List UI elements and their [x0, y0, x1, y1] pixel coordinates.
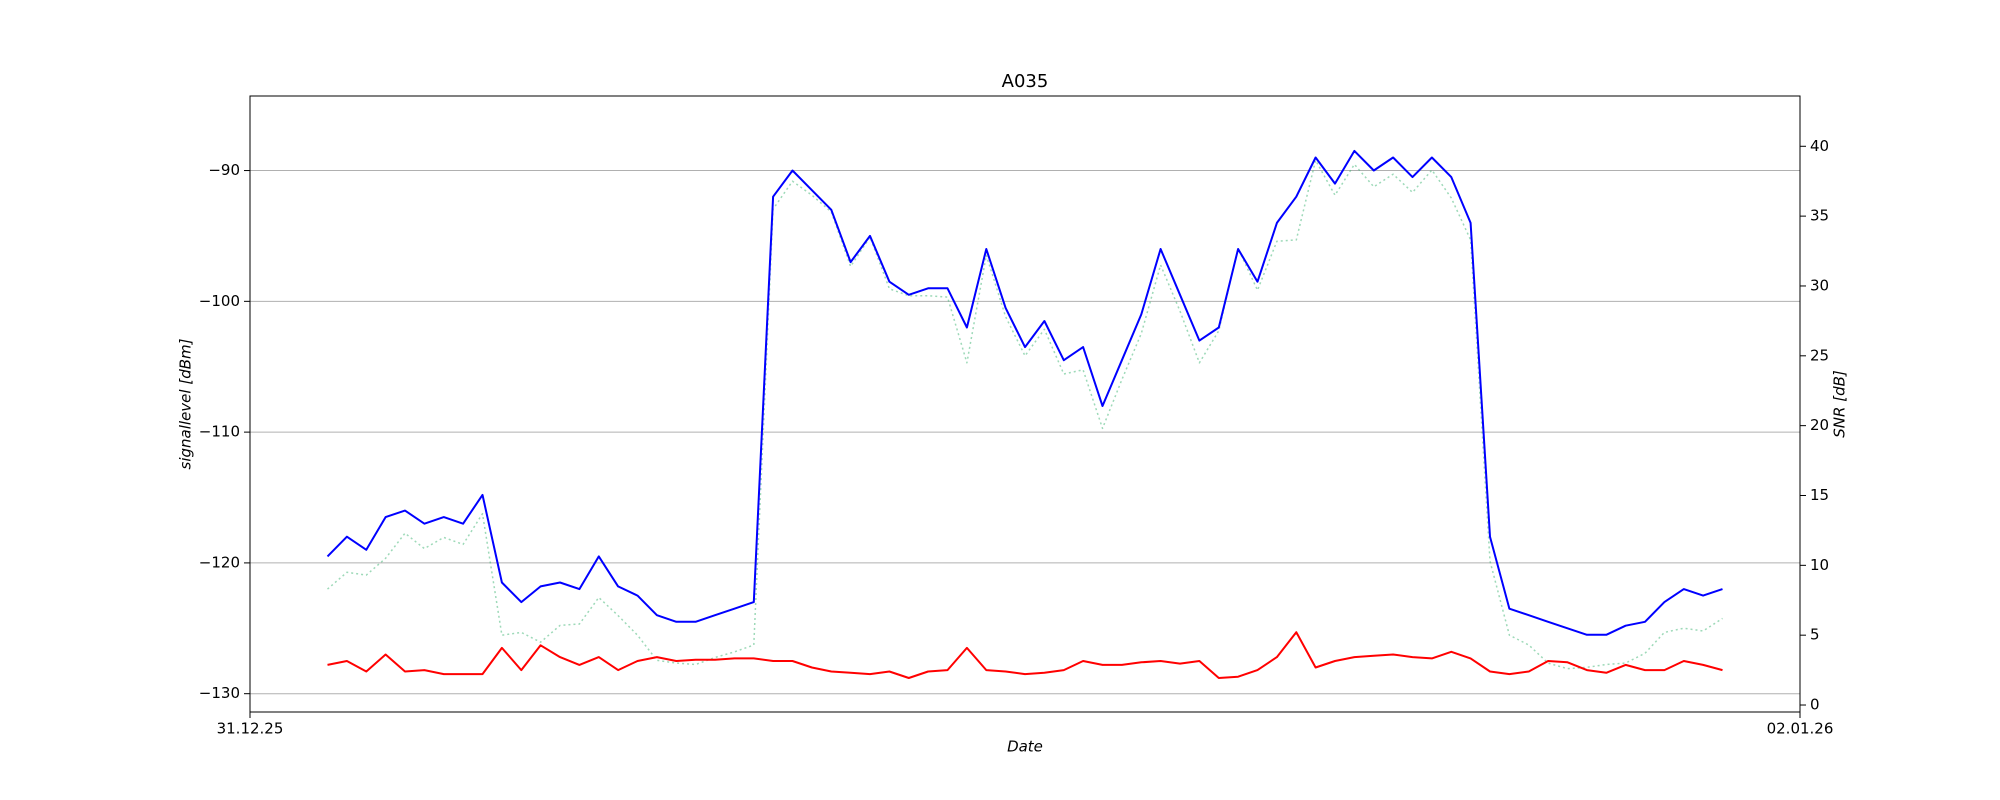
x-axis-label: Date [1007, 738, 1043, 756]
y-tick-label: −100 [199, 292, 240, 310]
y2-tick-label: 5 [1810, 626, 1820, 644]
y2-tick-label: 25 [1810, 346, 1829, 364]
y2-tick-label: 10 [1810, 556, 1829, 574]
x-tick-label: 02.01.26 [1767, 720, 1834, 738]
chart-title: A035 [1002, 71, 1049, 92]
y2-tick-label: 0 [1810, 696, 1820, 714]
y2-axis-label: SNR [dB] [1831, 370, 1849, 438]
series-line [326, 149, 1723, 636]
x-tick-label: 31.12.25 [217, 720, 284, 738]
y-tick-label: −90 [208, 161, 240, 179]
y2-tick-label: 20 [1810, 416, 1829, 434]
y-tick-label: −120 [199, 553, 240, 571]
y2-tick-label: 35 [1810, 207, 1829, 225]
series-line [327, 631, 1723, 679]
series-line [327, 159, 1723, 670]
plot-frame [249, 95, 1801, 713]
y2-tick-label: 15 [1810, 486, 1829, 504]
y2-tick-label: 30 [1810, 276, 1829, 294]
y-axis-label: signallevel [dBm] [177, 338, 195, 469]
y2-tick-label: 40 [1810, 137, 1829, 155]
y-tick-label: −110 [199, 423, 240, 441]
y-tick-label: −130 [199, 684, 240, 702]
